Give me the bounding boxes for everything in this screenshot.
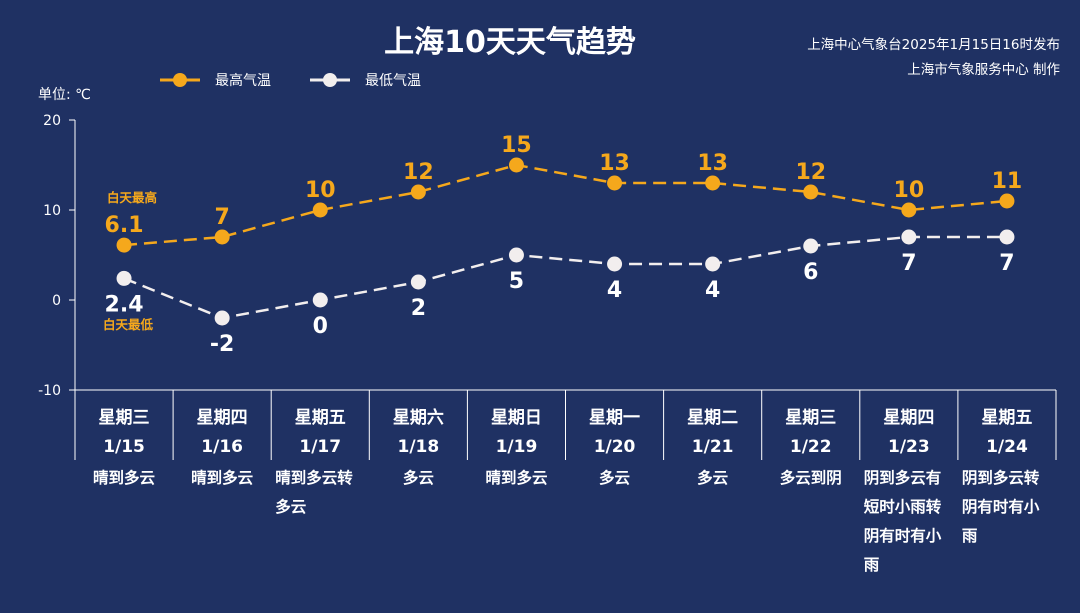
weekday-label: 星期五: [295, 408, 346, 428]
publisher-line-2: 上海市气象服务中心 制作: [907, 61, 1060, 78]
weekday-label: 星期日: [491, 408, 542, 428]
low-temp-label: 2.4: [105, 292, 144, 317]
high-annotation: 白天最高: [107, 190, 157, 205]
weather-text: 短时小雨转: [864, 497, 942, 516]
y-tick-label: 20: [43, 113, 61, 129]
low-temp-point: [508, 247, 524, 263]
date-label: 1/17: [299, 437, 341, 457]
high-temp-label: 12: [795, 160, 826, 185]
low-annotation: 白天最低: [103, 317, 154, 332]
weather-text: 多云: [599, 468, 630, 487]
high-temp-label: 7: [214, 205, 229, 230]
high-temp-label: 13: [697, 151, 728, 176]
weather-text: 雨: [864, 556, 880, 574]
high-temp-point: [803, 184, 819, 200]
high-temp-point: [312, 202, 328, 218]
date-label: 1/22: [790, 437, 832, 457]
date-label: 1/24: [986, 437, 1028, 457]
unit-label: 单位: ℃: [38, 87, 91, 103]
high-temp-point: [607, 175, 623, 191]
legend-low-marker: [323, 73, 337, 87]
low-temp-label: 2: [411, 296, 426, 321]
weather-text: 雨: [962, 527, 978, 545]
publisher-line-1: 上海中心气象台2025年1月15日16时发布: [807, 37, 1060, 53]
low-temp-point: [312, 292, 328, 308]
weekday-label: 星期五: [981, 408, 1032, 428]
weekday-label: 星期三: [785, 408, 836, 428]
high-temp-label: 10: [894, 178, 925, 203]
legend: 最高气温 最低气温: [160, 72, 421, 89]
high-temp-label: 10: [305, 178, 336, 203]
weather-text: 多云: [697, 468, 728, 487]
low-temp-label: 7: [999, 251, 1014, 276]
weather-text: 晴到多云: [93, 468, 155, 487]
date-label: 1/15: [103, 437, 145, 457]
weather-text: 晴到多云转: [275, 468, 353, 487]
weather-text: 阴到多云转: [962, 468, 1040, 487]
low-temp-point: [607, 256, 623, 272]
legend-high-marker: [173, 73, 187, 87]
low-temp-label: -2: [210, 332, 234, 357]
high-temp-label: 11: [992, 169, 1023, 194]
date-label: 1/20: [594, 437, 636, 457]
y-tick-label: -10: [38, 383, 61, 399]
high-temp-label: 12: [403, 160, 434, 185]
low-temp-label: 4: [705, 278, 720, 303]
date-label: 1/19: [496, 437, 538, 457]
weather-text: 阴有时有小: [962, 497, 1040, 516]
weather-text: 阴到多云有: [864, 468, 942, 487]
weekday-label: 星期六: [393, 407, 444, 428]
low-temp-point: [410, 274, 426, 290]
low-temp-point: [999, 229, 1015, 245]
weather-text: 多云: [275, 497, 306, 516]
low-temp-point: [116, 270, 132, 286]
high-temp-label: 6.1: [105, 213, 144, 238]
high-temp-point: [705, 175, 721, 191]
y-tick-label: 10: [43, 203, 61, 219]
weekday-label: 星期四: [197, 408, 248, 428]
low-temp-point: [214, 310, 230, 326]
date-label: 1/21: [692, 437, 734, 457]
data-labels: 6.1 7 10 12 15 13 13 12 10 11 2.4 -2 0 2 5 4 4 6 7 7: [105, 133, 1023, 357]
high-temp-point: [116, 237, 132, 253]
series-lines: [116, 157, 1015, 326]
high-temp-point: [214, 229, 230, 245]
date-label: 1/23: [888, 437, 930, 457]
weather-text: 晴到多云: [485, 468, 547, 487]
weekday-label: 星期一: [589, 408, 640, 428]
low-temp-label: 0: [313, 314, 328, 339]
weather-text: 多云: [403, 468, 434, 487]
legend-high-label: 最高气温: [215, 72, 271, 89]
day-columns: 星期三1/15晴到多云星期四1/16晴到多云星期五1/17晴到多云转多云星期六1…: [74, 390, 1057, 574]
date-label: 1/18: [397, 437, 439, 457]
low-temp-label: 7: [901, 251, 916, 276]
weekday-label: 星期二: [687, 408, 738, 428]
low-temp-label: 4: [607, 278, 622, 303]
weekday-label: 星期四: [883, 408, 934, 428]
chart-title: 上海10天天气趋势: [384, 25, 636, 60]
date-label: 1/16: [201, 437, 243, 457]
low-temp-point: [803, 238, 819, 254]
low-temp-point: [705, 256, 721, 272]
low-temp-line: [123, 235, 1007, 320]
legend-low-label: 最低气温: [365, 73, 421, 89]
weather-text: 阴有时有小: [864, 526, 942, 545]
high-temp-label: 13: [599, 151, 630, 176]
weather-text: 多云到阴: [780, 468, 842, 487]
high-temp-point: [410, 184, 426, 200]
weekday-label: 星期三: [99, 408, 150, 428]
low-temp-label: 5: [509, 269, 524, 294]
high-temp-line: [123, 163, 1008, 247]
low-temp-label: 6: [803, 260, 818, 285]
high-temp-point: [508, 157, 524, 173]
y-tick-label: 0: [52, 293, 61, 309]
weather-text: 晴到多云: [191, 468, 253, 487]
high-temp-point: [901, 202, 917, 218]
high-temp-point: [999, 193, 1015, 209]
low-temp-point: [901, 229, 917, 245]
high-temp-label: 15: [501, 133, 532, 158]
